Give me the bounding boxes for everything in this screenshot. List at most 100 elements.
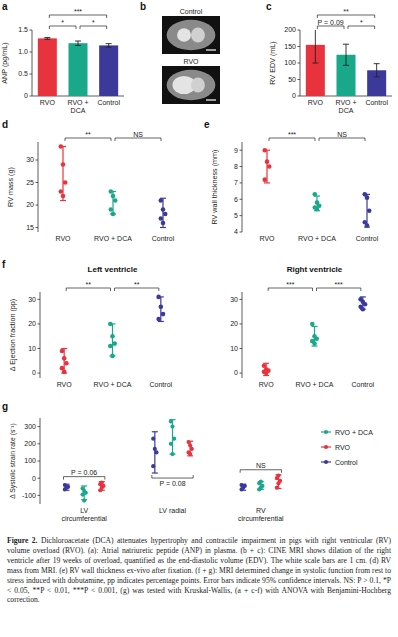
y-tick-label: 300 [24,423,36,430]
significance-label: P = 0.09 [318,19,344,26]
error-bar [346,44,347,65]
y-tick [30,74,33,75]
mri-ventricle [177,28,191,42]
point [365,195,370,200]
y-axis [32,30,33,96]
significance-bracket [64,477,105,480]
y-tick [38,495,41,496]
point [365,223,370,228]
y-tick-label: 7 [234,179,238,186]
y-tick-label: 10 [230,345,238,352]
y-tick [38,426,41,427]
y-tick-label: 30 [28,296,36,303]
y-tick [240,299,243,300]
significance-label: ** [343,8,349,15]
caption-label: Figure 2. [7,536,38,545]
y-tick-label: 1.5 [18,26,28,33]
category-label: RVO + DCA [296,381,334,388]
y-tick [240,182,243,183]
point [310,322,315,327]
point [161,312,166,317]
error-bar [376,64,377,77]
point [59,144,64,149]
category-label-line: DCA [339,107,354,114]
mri-image [162,66,220,104]
point [60,349,65,354]
category-label-line: RVO [55,235,71,242]
point [59,189,64,194]
panel-letter: c [266,1,272,12]
category-label-line: RVO [57,381,73,388]
scale-bar [206,99,216,100]
y-axis-label: RV EDV (mL) [268,41,277,84]
y-tick-label: 0 [32,369,36,376]
point [156,295,161,300]
category-label-line: RV [256,507,266,514]
y-axis-label: RV wall thickness (mm) [210,150,219,225]
y-tick-label: 50 [288,76,296,83]
marks [63,419,282,502]
bar [38,38,57,96]
y-tick [30,30,33,31]
point [361,307,366,312]
legend-marker [324,430,328,434]
significance-label: ** [86,281,92,288]
point [108,344,113,349]
figure: a00.51.01.5ANP (pg/mL)RVORVO +DCAControl… [0,0,398,537]
point [151,464,155,468]
category-label: RVO +DCA [335,99,356,114]
ci-cap [81,485,87,486]
category-label-line: RVO + DCA [296,381,334,388]
point [264,371,269,376]
panel-letter: a [2,1,8,12]
category-label-line: circumferential [61,515,107,522]
legend-label: RVO + DCA [335,429,373,436]
legend-label: Control [335,459,358,466]
panel: d15202530RV mass (g)RVORVO + DCAControl*… [2,119,175,242]
ci-cap [160,227,166,228]
category-label-line: Control [150,381,173,388]
category-label: Control [152,235,175,242]
y-tick [38,323,41,324]
y-axis [242,142,243,232]
point [169,419,173,423]
significance-label: P = 0.06 [71,469,97,476]
y-tick-label: 1.0 [18,48,28,55]
y-tick-label: 20 [26,201,34,208]
error-cap [106,47,112,48]
category-label-line: circumferential [238,515,284,522]
category-label: Control [352,381,375,388]
point [64,361,69,366]
bar [99,45,118,96]
error-bar [108,44,109,48]
point [239,483,243,487]
point [259,480,263,484]
ci-cap [152,431,158,432]
category-label: RVcircumferential [238,507,284,522]
category-label-line: RVO + DCA [94,381,132,388]
y-tick-label: 0.5 [18,70,28,77]
significance-bracket [65,138,111,141]
category-label: RVO [308,99,324,106]
image-label: RVO [183,58,199,65]
y-tick [240,348,243,349]
category-label-line: Control [352,381,375,388]
category-label: LV radial [159,507,187,514]
y-tick [36,182,39,183]
y-tick-label: 30 [230,296,238,303]
y-tick-label: 0 [24,92,28,99]
y-tick [240,323,243,324]
y-tick-label: 9 [234,147,238,154]
point [159,198,164,203]
category-label: Control [97,99,120,106]
mri-tissue [167,20,216,50]
y-tick [240,166,243,167]
point [82,498,86,502]
category-label: Control [365,99,388,106]
significance-label: P = 0.08 [159,480,185,487]
error-cap [374,76,380,77]
point [108,322,113,327]
y-tick-label: 5 [234,212,238,219]
significance-bracket [269,138,315,141]
point [63,483,67,487]
